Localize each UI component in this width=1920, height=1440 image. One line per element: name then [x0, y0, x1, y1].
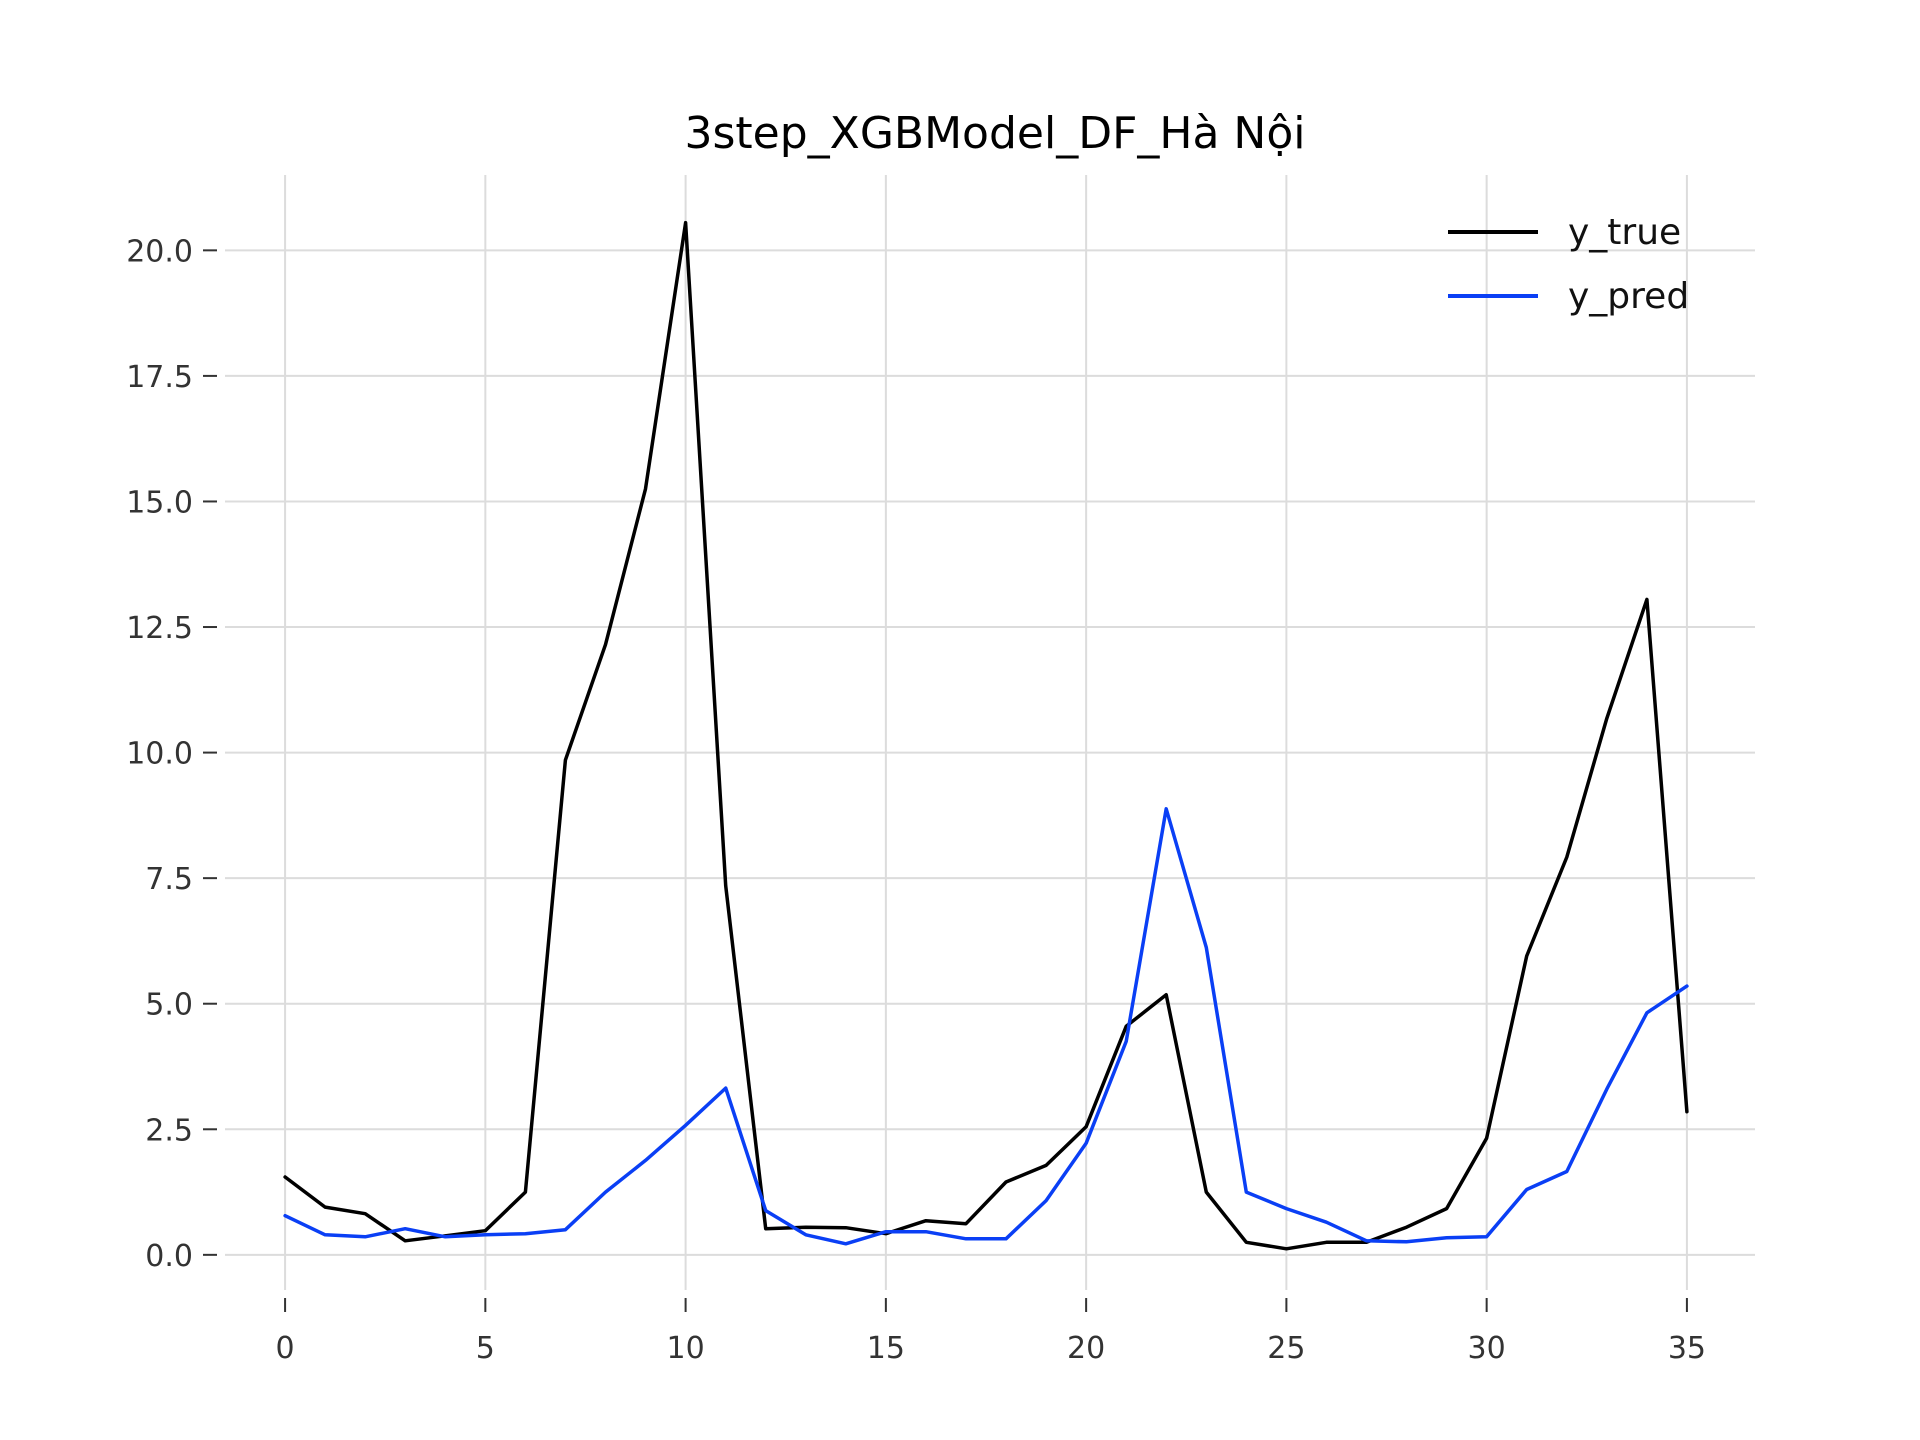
x-tick-label: 25: [1267, 1331, 1305, 1366]
y-tick-label: 12.5: [126, 611, 193, 646]
series-line-y-pred: [283, 807, 1689, 1246]
x-tick-label: 0: [276, 1331, 295, 1366]
x-tick-label: 5: [476, 1331, 495, 1366]
axis-ticks: 0 5 10 15 20 25 30 35 0.0 2.5 5.0 7.5 10.0 12.5 15.0 17…: [126, 234, 1706, 1366]
chart-title: 3step_XGBModel_DF_Hà Nội: [685, 108, 1306, 159]
y-tick-label: 0.0: [145, 1239, 193, 1274]
legend-label-y-pred: y_pred: [1568, 276, 1689, 317]
series-lines: [283, 220, 1689, 1251]
legend-label-y-true: y_true: [1568, 212, 1681, 253]
x-tick-label: 10: [667, 1331, 705, 1366]
y-tick-label: 15.0: [126, 485, 193, 520]
y-tick-label: 20.0: [126, 234, 193, 269]
y-tick-label: 2.5: [145, 1113, 193, 1148]
y-tick-label: 5.0: [145, 988, 193, 1023]
y-tick-label: 17.5: [126, 360, 193, 395]
x-tick-label: 35: [1668, 1331, 1706, 1366]
x-tick-label: 15: [867, 1331, 905, 1366]
y-tick-label: 7.5: [145, 862, 193, 897]
grid: [225, 175, 1755, 1290]
x-tick-label: 30: [1468, 1331, 1506, 1366]
series-line-y-true: [283, 220, 1689, 1251]
x-tick-label: 20: [1067, 1331, 1105, 1366]
legend: y_true y_pred: [1448, 212, 1689, 317]
y-tick-label: 10.0: [126, 737, 193, 772]
